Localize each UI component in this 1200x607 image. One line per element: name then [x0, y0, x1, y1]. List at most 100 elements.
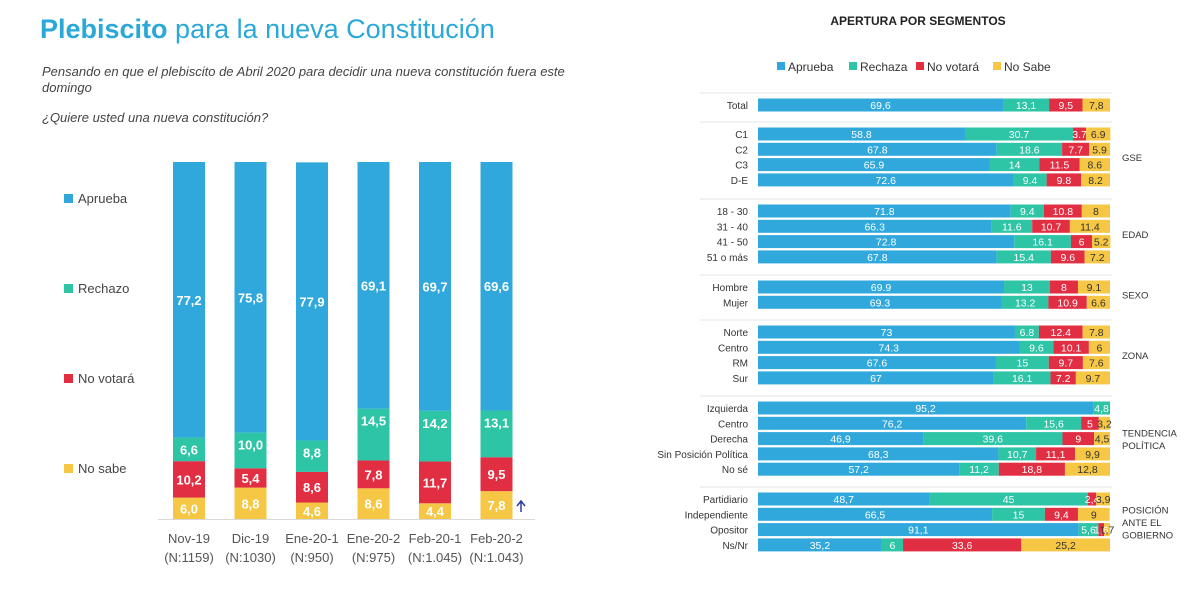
segment-value-label: 45: [1003, 494, 1015, 506]
segment-bar-rechazo: [995, 356, 1049, 370]
segment-value-label: 7.8: [1089, 327, 1104, 339]
x-tick-label: Feb-20-1: [409, 531, 462, 546]
bar-no_votara: [419, 461, 451, 504]
bar-no_sabe: [357, 488, 390, 519]
bar-aprueba: [357, 162, 390, 409]
segment-row-label: Mujer: [723, 298, 749, 309]
segment-value-label: 15,6: [1043, 418, 1064, 430]
x-tick-sample-label: (N:1159): [164, 550, 214, 565]
segment-bar-rechazo: [929, 492, 1088, 506]
segment-value-label: 6.8: [1020, 327, 1035, 339]
segment-value-label: 72.8: [876, 237, 897, 249]
bar-value-label: 10,0: [238, 438, 263, 453]
segment-bar-aprueba: [758, 340, 1020, 354]
segment-row-label: Derecha: [710, 435, 748, 446]
segment-row-label: Centro: [718, 343, 748, 354]
segment-value-label: 9.6: [1060, 252, 1075, 264]
segment-row-label: 18 - 30: [717, 207, 749, 218]
segment-value-label: 35,2: [810, 540, 831, 552]
segment-bar-rechazo: [923, 432, 1063, 446]
segment-value-label: 8.6: [1088, 160, 1103, 172]
segment-value-label: 7,8: [1089, 100, 1104, 112]
segments-legend-label-no_votara: No votará: [927, 60, 979, 74]
segment-row-label: D-E: [731, 176, 749, 187]
segment-row-label: RM: [732, 359, 748, 370]
segment-row-label: Independiente: [685, 510, 749, 521]
segment-value-label: 9.4: [1020, 206, 1035, 218]
segment-value-label: 10.8: [1053, 206, 1074, 218]
segment-bar-no_votara: [1038, 325, 1083, 339]
bar-value-label: 5,4: [241, 471, 260, 486]
segment-bar-rechazo: [998, 447, 1037, 461]
segment-bar-no_votara: [1046, 173, 1082, 187]
legend-swatch-rechazo: [64, 284, 73, 293]
bar-value-label: 10,2: [176, 472, 201, 487]
bar-no_sabe: [419, 503, 451, 519]
segment-bar-aprueba: [758, 98, 1003, 112]
segment-bar-aprueba: [758, 235, 1015, 249]
segment-bar-no_votara: [1081, 416, 1099, 430]
segment-bar-aprueba: [758, 173, 1014, 187]
segment-value-label: 9.7: [1086, 373, 1101, 385]
segment-row-label: C1: [735, 130, 748, 141]
segment-value-label: 10,7: [1007, 449, 1028, 461]
segment-bar-no_votara: [1073, 127, 1087, 141]
segment-bar-no_sabe: [1082, 325, 1110, 339]
segment-value-label: 48,7: [833, 494, 854, 506]
bar-value-label: 8,8: [241, 496, 259, 511]
segment-bar-aprueba: [758, 416, 1027, 430]
segment-value-label: 14: [1009, 160, 1021, 172]
segment-value-label: 67: [870, 373, 882, 385]
segment-bar-no_votara: [903, 538, 1022, 552]
segment-value-label: 11,2: [969, 464, 989, 476]
segment-bar-rechazo: [1014, 235, 1071, 249]
segment-bar-no_votara: [1070, 235, 1093, 249]
segments-legend-label-no_sabe: No Sabe: [1004, 60, 1051, 74]
bar-no_votara: [234, 468, 267, 488]
bar-rechazo: [357, 408, 390, 461]
legend-swatch-no_votara: [64, 374, 73, 383]
bar-value-label: 8,6: [364, 497, 382, 512]
segment-value-label: 67.8: [867, 252, 888, 264]
segment-value-label: 13.2: [1015, 297, 1036, 309]
segment-bar-aprueba: [758, 280, 1005, 294]
segment-bar-no_votara: [1049, 280, 1078, 294]
segment-row-label: Ns/Nr: [722, 541, 748, 552]
bar-no_votara: [480, 457, 513, 492]
segment-value-label: 9.1: [1087, 282, 1102, 294]
segment-value-label: 6: [890, 540, 896, 552]
segment-row-label: C2: [735, 145, 748, 156]
segment-value-label: 68,3: [868, 449, 889, 461]
segment-bar-no_sabe: [1069, 219, 1110, 233]
segments-legend-swatch-rechazo: [849, 62, 857, 70]
segment-value-label: 8.2: [1088, 175, 1103, 187]
segments-legend-swatch-no_votara: [916, 62, 924, 70]
segment-value-label: 7.7: [1068, 144, 1083, 156]
segment-value-label: 9.6: [1029, 342, 1044, 354]
segment-row-label: Sur: [732, 374, 748, 385]
segment-bar-no_sabe: [1082, 356, 1110, 370]
segment-bar-aprueba: [758, 538, 882, 552]
segment-group-label: POSICIÓN ANTE EL GOBIERNO: [1122, 505, 1173, 541]
segment-value-label: 16.1: [1032, 237, 1053, 249]
segment-bar-rechazo: [881, 538, 904, 552]
segment-row-label: Total: [727, 101, 748, 112]
segment-bar-no_votara: [1062, 142, 1090, 156]
segment-value-label: 73: [881, 327, 893, 339]
segment-group-label: GSE: [1122, 153, 1142, 164]
segment-bar-rechazo: [991, 219, 1033, 233]
segment-bar-aprueba: [758, 401, 1094, 415]
x-tick-sample-label: (N:950): [290, 550, 333, 565]
bar-value-label: 69,7: [422, 279, 447, 294]
segment-bar-no_votara: [1036, 447, 1076, 461]
segment-value-label: 10.9: [1057, 297, 1078, 309]
segment-row-label: Izquierda: [707, 404, 749, 415]
segment-row-label: Opositor: [710, 526, 748, 537]
bar-value-label: 7,8: [364, 467, 382, 482]
segment-bar-rechazo: [1002, 98, 1050, 112]
segment-bar-no_sabe: [1075, 447, 1110, 461]
segment-bar-no_sabe: [1092, 235, 1111, 249]
bar-value-label: 9,5: [487, 467, 505, 482]
bar-aprueba: [173, 162, 205, 438]
bar-no_sabe: [173, 497, 205, 519]
